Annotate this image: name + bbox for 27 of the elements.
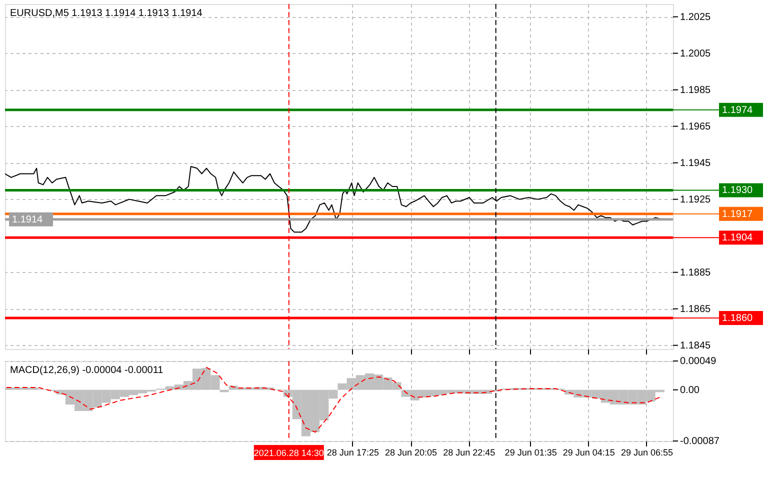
ref-line-label: 2021.06.28 14:30	[254, 448, 324, 458]
x-tick-label: 29 Jun 04:15	[562, 448, 615, 458]
y-tick-label: 1.1965	[680, 121, 712, 132]
x-tick-label: 29 Jun 06:55	[620, 448, 674, 458]
ref-line-label: 1.1930	[722, 185, 754, 196]
chart-title: EURUSD,M5 1.1913 1.1914 1.1913 1.1914	[10, 8, 203, 19]
y-tick-label: 0.00	[680, 384, 700, 396]
ref-line-label: 1.1974	[722, 104, 754, 116]
x-tick-label: 28 Jun 17:25	[326, 448, 379, 458]
ref-line-label: 1.1904	[722, 232, 754, 244]
ref-line-label: 1.1860	[722, 312, 754, 324]
y-tick-label: 1.2005	[680, 48, 712, 60]
y-tick-label: 1.1945	[680, 158, 712, 169]
x-tick-label: 28 Jun 22:45	[443, 448, 496, 458]
y-tick-label: 1.1925	[680, 194, 712, 206]
y-tick-label: 0.00049	[680, 356, 717, 367]
y-tick-label: 1.1845	[680, 340, 712, 352]
ref-line-label: 1.1914	[12, 214, 44, 226]
chart-title: MACD(12,26,9) -0.00004 -0.00011	[10, 365, 164, 376]
y-tick-label: 1.1985	[680, 84, 712, 96]
y-tick-label: 1.1885	[680, 267, 712, 278]
x-tick-label: 29 Jun 01:35	[504, 448, 557, 458]
y-tick-label: 1.2025	[680, 12, 712, 23]
y-tick-label: -0.00087	[680, 436, 720, 447]
y-tick-label: 1.1865	[680, 304, 712, 315]
x-tick-label: 28 Jun 20:05	[384, 448, 438, 458]
ref-line-label: 1.1917	[722, 208, 754, 220]
